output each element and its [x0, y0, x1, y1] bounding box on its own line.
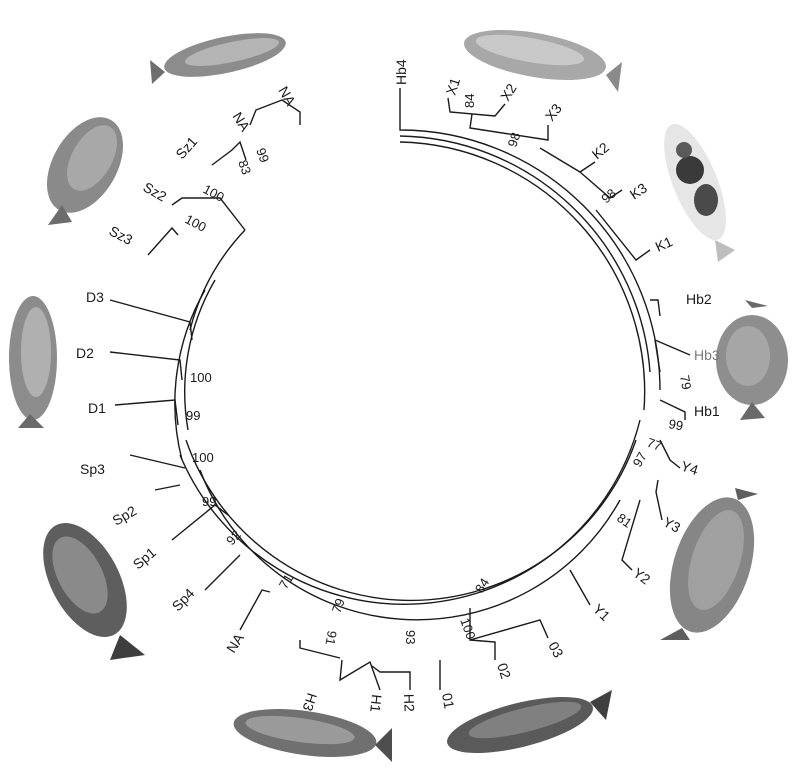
root-branch	[399, 88, 661, 391]
bootstrap-values: 84 98 98 79 99 77 97 81 84 100 93 91 79 …	[183, 94, 695, 647]
bootstrap-100-sz3: 100	[183, 211, 209, 234]
bootstrap-100-sp: 100	[192, 450, 214, 465]
bootstrap-99-d: 99	[186, 408, 200, 423]
bootstrap-97: 97	[630, 449, 650, 469]
bootstrap-81: 81	[614, 510, 634, 531]
leaf-hb3: Hb3	[694, 347, 720, 363]
leaf-o1: 01	[439, 692, 457, 710]
leaf-y1: Y1	[590, 601, 614, 625]
clade-sz	[147, 99, 301, 256]
bootstrap-98-x: 98	[505, 131, 524, 149]
leaf-na2: NA	[229, 109, 253, 135]
fish-upper-left	[47, 117, 123, 225]
clade-k	[539, 147, 651, 261]
bootstrap-100-o: 100	[457, 616, 479, 642]
leaf-sz2: Sz2	[141, 179, 170, 205]
main-arc-bottom	[179, 419, 641, 605]
fish-lower-left	[43, 522, 145, 660]
clade-h	[299, 640, 411, 691]
fish-top-left	[150, 33, 286, 84]
fish-bottom-left	[233, 709, 392, 762]
clade-o	[439, 608, 549, 690]
leaf-hb4: Hb4	[393, 59, 409, 85]
leaf-y4: Y4	[679, 458, 700, 479]
leaf-h3: H3	[300, 691, 321, 713]
leaf-sz3: Sz3	[107, 223, 136, 249]
leaf-sp4: Sp4	[169, 585, 198, 614]
bootstrap-84-o: 84	[472, 575, 492, 595]
main-arc-right-inner	[399, 141, 646, 411]
bootstrap-77: 77	[645, 435, 664, 454]
main-arc-left	[174, 289, 206, 461]
leaf-x3: X3	[542, 100, 565, 124]
leaf-h2: H2	[401, 694, 418, 713]
leaf-sp1: Sp1	[130, 544, 160, 572]
leaf-d3: D3	[86, 289, 104, 305]
leaf-d2: D2	[76, 345, 94, 361]
bootstrap-91: 91	[323, 629, 340, 646]
leaf-k1: K1	[653, 233, 675, 255]
leaf-d1: D1	[88, 400, 106, 416]
leaf-k3: K3	[627, 180, 650, 203]
clade-hb	[650, 299, 691, 420]
clade-x	[447, 97, 549, 141]
fish-lower-right	[660, 488, 758, 640]
leaf-na1: NA	[275, 84, 299, 109]
leaf-hb2: Hb2	[686, 291, 712, 307]
main-arc-bottom-2	[185, 439, 637, 602]
bootstrap-99-sp: 99	[202, 494, 216, 509]
bootstrap-79-hb: 79	[677, 374, 694, 391]
bootstrap-93: 93	[403, 630, 418, 644]
leaf-hb1: Hb1	[694, 403, 720, 419]
leaf-o2: 02	[494, 661, 514, 681]
bootstrap-98-k: 98	[598, 186, 619, 207]
bootstrap-92: 92	[223, 527, 244, 548]
main-arc-top-left	[189, 229, 246, 331]
fish-top-right	[463, 29, 622, 92]
bootstrap-99-hb: 99	[667, 416, 684, 433]
fish-right	[716, 300, 788, 420]
bootstrap-83: 83	[235, 158, 254, 177]
bootstrap-99-sz1: 99	[253, 146, 272, 165]
leaf-y2: Y2	[630, 564, 653, 587]
clade-y	[569, 439, 681, 606]
bootstrap-100-d: 100	[190, 370, 212, 385]
leaf-labels: Hb4 X1 X2 X3 K2 K3 K1 Hb2 Hb3 Hb1 Y4 Y3 …	[76, 59, 720, 713]
leaf-na3: NA	[223, 630, 247, 656]
fish-bottom-right	[447, 690, 612, 754]
leaf-h1: H1	[367, 694, 385, 714]
leaf-sz1: Sz1	[172, 133, 200, 162]
fish-koi	[664, 123, 735, 262]
clade-sp	[129, 454, 271, 631]
main-arc-bottom-3	[199, 469, 621, 621]
fish-left	[9, 296, 57, 428]
main-arc-right	[399, 135, 651, 373]
leaf-o3: 03	[545, 639, 567, 660]
leaf-sp3: Sp3	[80, 461, 105, 477]
leaf-x2: X2	[497, 80, 520, 103]
leaf-sp2: Sp2	[110, 502, 140, 528]
bootstrap-79-sp: 79	[329, 596, 348, 615]
leaf-y3: Y3	[661, 514, 684, 536]
bootstrap-71: 71	[276, 571, 296, 591]
leaf-x1: X1	[443, 75, 464, 96]
clade-d	[109, 299, 193, 426]
main-arc-left-2	[184, 279, 216, 431]
bootstrap-84-x: 84	[462, 94, 477, 108]
tree-branches	[109, 88, 691, 691]
leaf-k2: K2	[589, 139, 613, 162]
